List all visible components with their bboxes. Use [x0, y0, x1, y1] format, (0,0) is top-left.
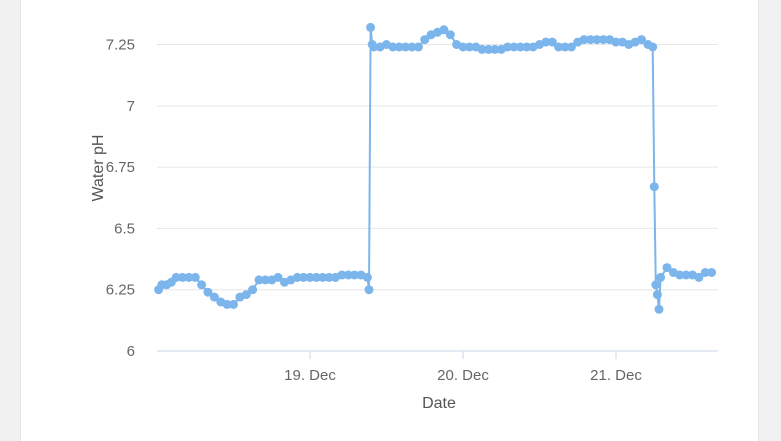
data-point[interactable] — [299, 272, 309, 282]
data-point[interactable] — [477, 44, 487, 54]
data-point[interactable] — [178, 272, 187, 282]
data-point[interactable] — [541, 37, 551, 47]
x-axis-title: Date — [422, 395, 456, 412]
data-point[interactable] — [311, 272, 321, 282]
data-point[interactable] — [407, 42, 417, 52]
data-point[interactable] — [350, 270, 360, 280]
data-point[interactable] — [554, 42, 564, 52]
data-point[interactable] — [662, 263, 672, 273]
data-point[interactable] — [649, 182, 659, 192]
data-point[interactable] — [366, 22, 376, 32]
chart-card: 6 6.25 6.5 6.75 7 7.25 19. Dec 20. Dec 21. Dec … — [20, 0, 759, 441]
data-point[interactable] — [222, 299, 232, 309]
data-point[interactable] — [681, 270, 691, 280]
data-point[interactable] — [171, 272, 181, 282]
x-tick-labels: 19. Dec 20. Dec 21. Dec — [284, 367, 642, 384]
data-point[interactable] — [654, 304, 664, 314]
y-tick-label: 6.25 — [106, 282, 135, 299]
data-point[interactable] — [254, 275, 264, 285]
data-point[interactable] — [598, 35, 608, 45]
data-point[interactable] — [566, 42, 576, 52]
data-point[interactable] — [401, 42, 411, 52]
data-point[interactable] — [241, 290, 251, 300]
data-point[interactable] — [337, 270, 347, 280]
data-point[interactable] — [611, 37, 621, 47]
data-point[interactable] — [394, 42, 404, 52]
data-point[interactable] — [464, 42, 474, 52]
data-point[interactable] — [484, 44, 493, 54]
data-point[interactable] — [694, 272, 704, 282]
series-line — [157, 26, 712, 311]
data-point[interactable] — [522, 42, 532, 52]
data-point[interactable] — [190, 272, 200, 282]
data-point[interactable] — [515, 42, 525, 52]
data-point[interactable] — [656, 272, 666, 282]
data-point[interactable] — [364, 285, 374, 295]
y-tick-label: 7 — [127, 98, 135, 115]
data-point[interactable] — [273, 272, 283, 282]
data-point[interactable] — [560, 42, 570, 52]
data-point[interactable] — [579, 35, 589, 45]
x-tick-label: 21. Dec — [590, 367, 642, 384]
data-point[interactable] — [652, 290, 662, 300]
y-tick-label: 6.75 — [106, 159, 135, 176]
data-point[interactable] — [637, 35, 646, 45]
data-point[interactable] — [707, 268, 717, 277]
x-tick-label: 19. Dec — [284, 367, 336, 384]
data-point[interactable] — [490, 44, 500, 54]
x-axis — [157, 350, 718, 359]
data-point[interactable] — [343, 270, 353, 280]
data-point[interactable] — [648, 42, 658, 52]
x-tick-label: 20. Dec — [437, 367, 489, 384]
series-markers — [154, 22, 717, 314]
data-point[interactable] — [362, 272, 372, 282]
y-tick-label: 7.25 — [106, 37, 135, 54]
data-point[interactable] — [675, 270, 685, 280]
data-point[interactable] — [292, 272, 302, 282]
data-point[interactable] — [445, 30, 455, 40]
data-point[interactable] — [420, 35, 430, 45]
data-point[interactable] — [248, 285, 258, 295]
data-point[interactable] — [324, 272, 334, 282]
data-point[interactable] — [651, 280, 661, 290]
y-tick-label: 6.5 — [114, 220, 135, 237]
data-point[interactable] — [209, 292, 219, 302]
data-point[interactable] — [509, 42, 519, 52]
grid-lines — [157, 44, 718, 291]
y-axis-title: Water pH — [90, 135, 107, 202]
data-point[interactable] — [700, 268, 710, 277]
data-point[interactable] — [458, 42, 468, 52]
data-point[interactable] — [260, 275, 270, 285]
data-point[interactable] — [369, 42, 379, 52]
data-point[interactable] — [318, 272, 328, 282]
data-point[interactable] — [413, 42, 423, 52]
data-point[interactable] — [305, 272, 315, 282]
data-point[interactable] — [592, 35, 602, 45]
data-point[interactable] — [197, 280, 207, 290]
data-point[interactable] — [203, 287, 213, 297]
data-point[interactable] — [229, 299, 238, 309]
data-point[interactable] — [586, 35, 595, 45]
data-point[interactable] — [503, 42, 513, 52]
data-point[interactable] — [388, 42, 398, 52]
y-tick-label: 6 — [127, 343, 135, 360]
data-point[interactable] — [184, 272, 194, 282]
y-tick-labels: 6 6.25 6.5 6.75 7 7.25 — [106, 37, 135, 360]
data-point[interactable] — [439, 25, 449, 35]
data-point[interactable] — [547, 37, 557, 47]
